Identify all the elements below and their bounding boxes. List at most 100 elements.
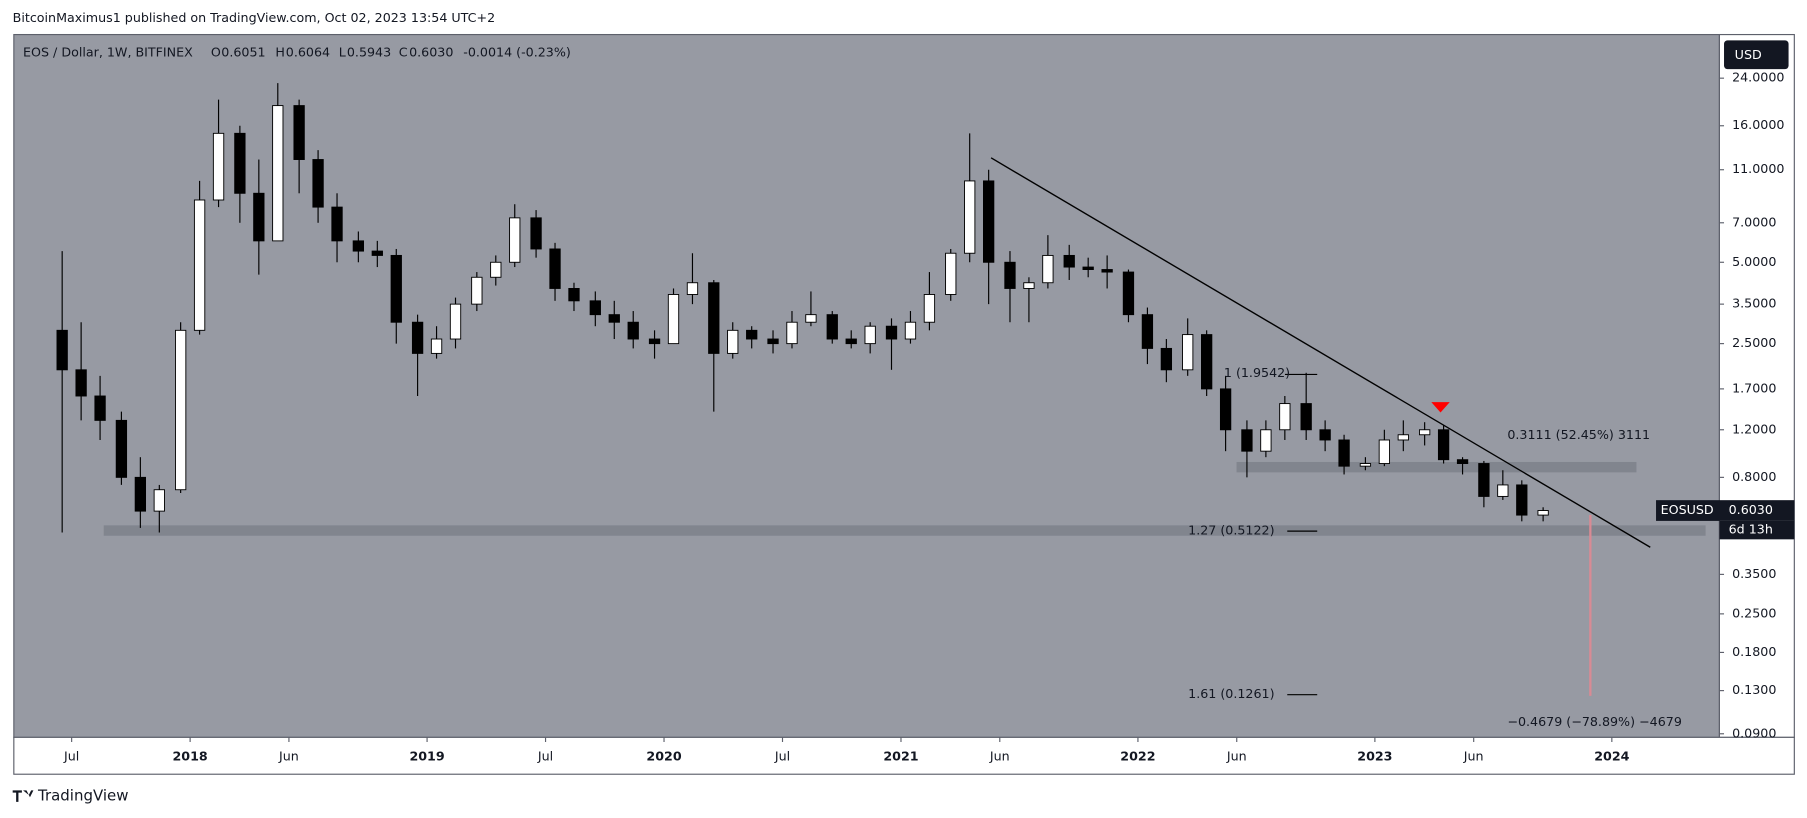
candle-body <box>826 314 838 340</box>
plot-area <box>13 33 1720 738</box>
y-tick-label: 11.0000 <box>1732 161 1784 176</box>
support-band <box>103 525 1706 536</box>
candle-body <box>1141 314 1154 349</box>
candle-body <box>530 217 542 250</box>
candle-body <box>708 282 720 354</box>
y-tick-label: 0.3500 <box>1732 566 1776 581</box>
candle-body <box>1160 347 1173 371</box>
price-symbol: EOSUSD <box>1661 502 1714 517</box>
y-tick-label: 3.5000 <box>1732 296 1776 311</box>
candle-body <box>1338 439 1350 467</box>
candle-body <box>312 159 324 208</box>
x-tick-label: 2018 <box>173 748 208 763</box>
x-tick-label: Jun <box>1463 748 1484 763</box>
y-tick-label: 16.0000 <box>1732 117 1784 132</box>
candle-body <box>1359 463 1372 467</box>
resistance-band <box>1236 461 1637 473</box>
candle-body <box>786 321 798 345</box>
candle-body <box>94 395 106 421</box>
candle-body <box>885 325 898 340</box>
x-tick-label: 2020 <box>646 748 681 763</box>
candle-body <box>1378 439 1391 464</box>
candle-body <box>746 329 758 340</box>
x-axis: Jul 2018 Jun 2019 Jul 2020 Jul 2021 Jun 2022 Jun 20… <box>63 737 1630 763</box>
candle-body <box>134 476 147 512</box>
candle-body <box>667 294 680 345</box>
candle-body <box>549 248 561 289</box>
legend-value: 0.6064 <box>286 44 330 59</box>
measure-label: −0.4679 (−78.89%) −4679 <box>1507 714 1682 729</box>
candle-body <box>568 288 580 302</box>
fib-label: 1.27 (0.5122) <box>1188 523 1274 538</box>
candle-body <box>1397 434 1409 441</box>
candle-body <box>56 329 68 371</box>
candle-body <box>390 254 402 323</box>
candle-body <box>1456 459 1469 464</box>
y-tick-label: 24.0000 <box>1732 70 1784 85</box>
x-tick-label: Jun <box>1226 748 1247 763</box>
candle-body <box>1042 254 1054 284</box>
candle-body <box>1023 282 1035 289</box>
candle-body <box>608 314 620 323</box>
candle-body <box>964 180 976 254</box>
trend-line <box>990 157 1651 548</box>
candle-body <box>490 261 502 278</box>
candle-body <box>1319 429 1331 441</box>
brand: TradingView <box>37 787 128 805</box>
candle-body <box>1063 254 1075 268</box>
x-tick-label: Jun <box>278 748 299 763</box>
candle-body <box>234 132 246 194</box>
candle-body <box>805 314 817 323</box>
candle-body <box>153 489 165 512</box>
fib-label: 1 (1.9542) <box>1224 365 1290 380</box>
x-tick-label: 2021 <box>883 748 918 763</box>
legend-value: 0.5943 <box>347 44 391 59</box>
candle-body <box>589 300 601 316</box>
candle-body <box>1300 403 1312 431</box>
y-tick-label: 1.7000 <box>1732 380 1776 395</box>
candle-body <box>371 250 383 256</box>
price-label-box <box>1656 500 1795 521</box>
fib-label: 1.61 (0.1261) <box>1188 686 1274 701</box>
price-value: 0.6030 <box>1729 502 1773 517</box>
candle-body <box>430 338 443 354</box>
candle-body <box>1279 403 1291 431</box>
currency[interactable]: USD <box>1735 47 1762 62</box>
candle-body <box>983 180 995 263</box>
candle-body <box>1004 261 1016 289</box>
candle-body <box>115 419 128 478</box>
candle-body <box>1437 429 1450 461</box>
legend-value: 0.6051 <box>221 44 265 59</box>
x-tick-label: Jul <box>774 748 790 763</box>
candle-body <box>1516 484 1528 516</box>
candle-body <box>864 325 876 345</box>
candle-body <box>1122 271 1135 316</box>
candle-body <box>1201 334 1213 390</box>
legend-change: -0.0014 (-0.23%) <box>463 44 571 59</box>
candle-body <box>212 132 225 201</box>
y-tick-label: 5.0000 <box>1732 254 1776 269</box>
symbol: EOS / Dollar, 1W, BITFINEX <box>23 44 193 59</box>
price-axis <box>1718 33 1795 738</box>
y-tick-label: 0.1800 <box>1732 644 1776 659</box>
brand-logo <box>12 790 34 802</box>
candle-body <box>1418 429 1431 436</box>
candle-body <box>331 206 343 242</box>
candle-body <box>272 105 284 242</box>
x-tick-label: 2019 <box>409 748 444 763</box>
candle-body <box>1082 266 1094 270</box>
legend-key: H <box>275 44 285 59</box>
candle-body <box>1219 388 1232 431</box>
currency-button[interactable] <box>1724 40 1789 70</box>
candle-body <box>293 105 305 160</box>
candle-body <box>411 321 424 354</box>
y-tick-label: 0.2500 <box>1732 605 1776 620</box>
candle-body <box>193 199 206 331</box>
x-tick-label: 2024 <box>1594 748 1629 763</box>
plot <box>56 83 1706 536</box>
y-tick-label: 0.8000 <box>1732 469 1776 484</box>
candle-body <box>1497 484 1509 497</box>
candle-body <box>727 329 739 354</box>
